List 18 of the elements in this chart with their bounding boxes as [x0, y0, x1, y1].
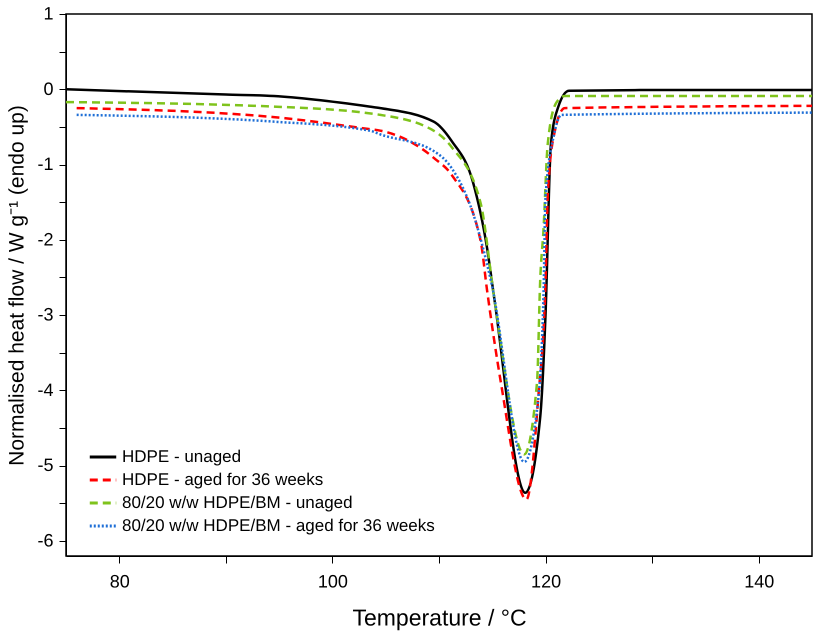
y-tick-label: -4 — [37, 380, 54, 400]
y-tick-label: -1 — [37, 154, 54, 174]
legend-label: HDPE - unaged — [122, 447, 242, 466]
y-tick-label: -6 — [37, 530, 54, 550]
x-tick-label: 140 — [744, 572, 774, 592]
x-tick-label: 120 — [531, 572, 562, 592]
legend-label: HDPE - aged for 36 weeks — [122, 470, 324, 489]
x-tick-label: 100 — [318, 572, 348, 592]
y-axis-title: Normalised heat flow / W g⁻¹ (endo up) — [5, 105, 28, 466]
y-tick-label: -5 — [37, 455, 54, 476]
x-axis-title: Temperature / °C — [352, 604, 527, 630]
y-tick-label: 0 — [43, 78, 54, 99]
y-tick-label: -3 — [37, 304, 54, 325]
legend-label: 80/20 w/w HDPE/BM - unaged — [122, 493, 353, 512]
y-tick-label: 1 — [43, 4, 54, 24]
y-tick-label: -2 — [37, 229, 54, 250]
legend-label: 80/20 w/w HDPE/BM - aged for 36 weeks — [122, 516, 435, 535]
x-tick-label: 80 — [110, 572, 130, 592]
